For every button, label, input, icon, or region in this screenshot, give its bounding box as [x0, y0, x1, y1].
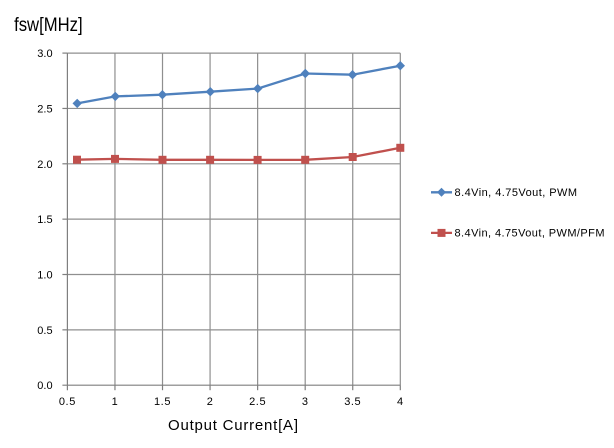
svg-text:8.4Vin, 4.75Vout, PWM: 8.4Vin, 4.75Vout, PWM	[455, 187, 578, 199]
svg-text:2.5: 2.5	[249, 396, 266, 408]
svg-text:Output Current[A]: Output Current[A]	[168, 417, 298, 434]
svg-text:1.5: 1.5	[154, 396, 171, 408]
svg-text:0.0: 0.0	[37, 380, 53, 392]
svg-text:1.5: 1.5	[37, 214, 53, 226]
svg-text:0.5: 0.5	[37, 325, 53, 337]
svg-text:4: 4	[397, 396, 404, 408]
svg-text:1: 1	[112, 396, 119, 408]
svg-text:3.5: 3.5	[344, 396, 361, 408]
svg-text:8.4Vin, 4.75Vout, PWM/PFM: 8.4Vin, 4.75Vout, PWM/PFM	[455, 227, 605, 239]
svg-text:fsw[MHz]: fsw[MHz]	[14, 15, 83, 36]
svg-text:3.0: 3.0	[37, 48, 53, 60]
svg-text:2.5: 2.5	[37, 103, 53, 115]
svg-text:2: 2	[207, 396, 214, 408]
svg-text:2.0: 2.0	[37, 159, 53, 171]
svg-text:1.0: 1.0	[37, 270, 53, 282]
svg-text:0.5: 0.5	[59, 396, 76, 408]
svg-text:3: 3	[302, 396, 309, 408]
